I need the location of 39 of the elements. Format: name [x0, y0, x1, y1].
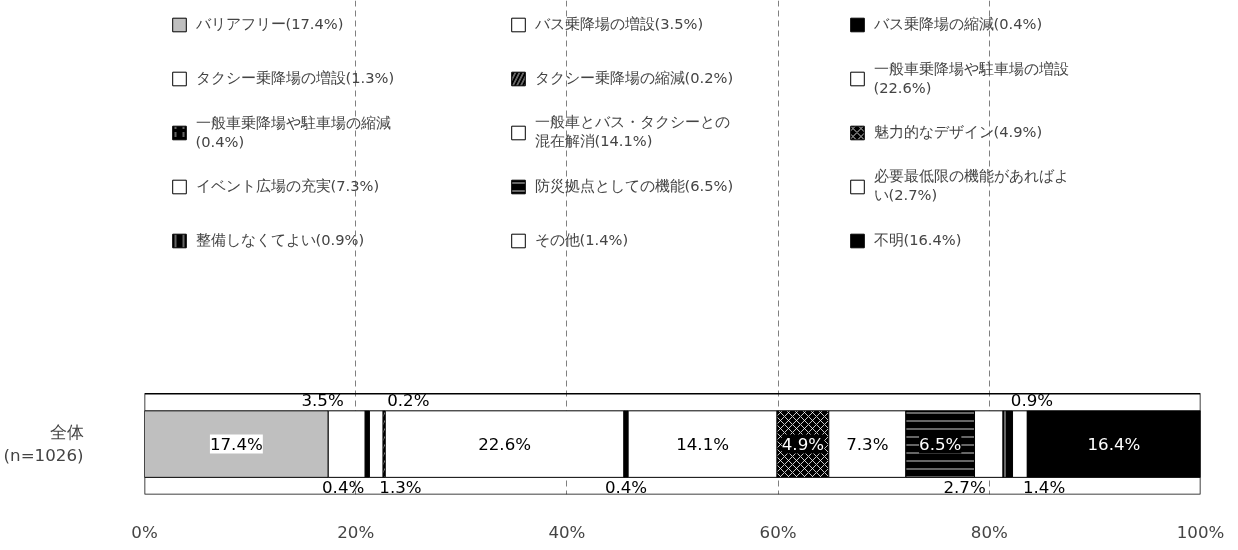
y-tick-label: 全体 (n=1026) [3, 423, 84, 465]
data-label: 1.3% [379, 478, 422, 498]
data-label: 7.3% [846, 434, 889, 454]
data-label: 0.9% [1010, 390, 1054, 410]
legend-label: タクシー乗降場の縮減(0.2%) [534, 67, 735, 88]
x-tick-label: 20% [337, 522, 375, 542]
legend-label: 必要最低限の機能があればよい(2.7%) [873, 166, 1070, 205]
data-label: 22.6% [478, 434, 532, 454]
x-tick-label: 60% [759, 522, 797, 542]
legend-label: 不明(16.4%) [873, 229, 963, 250]
x-tick-label: 40% [548, 522, 586, 542]
data-label: 3.5% [301, 390, 344, 410]
legend-label: 防災拠点としての機能(6.5%) [534, 175, 735, 196]
data-label: 0.2% [387, 390, 430, 410]
data-label: 1.4% [1022, 478, 1066, 498]
data-label: 2.7% [943, 478, 986, 498]
legend-label: 一般車乗降場や駐車場の増設(22.6%) [873, 59, 1070, 98]
data-label: 0.4% [322, 478, 365, 498]
data-label: 14.1% [676, 434, 730, 454]
x-tick-label: 100% [1176, 522, 1225, 542]
bar [368, 410, 384, 478]
data-label: 6.5% [919, 434, 962, 454]
data-label: 17.4% [209, 434, 263, 454]
x-tick-label: 80% [970, 522, 1008, 542]
legend-label: 整備しなくてよい(0.9%) [195, 229, 366, 250]
legend-label: 魅力的なデザイン(4.9%) [873, 121, 1044, 142]
legend-label: バス乗降場の縮減(0.4%) [873, 13, 1044, 34]
legend-label: 一般車乗降場や駐車場の縮減(0.4%) [195, 113, 392, 152]
legend-label: 一般車とバス・タクシーとの混在解消(14.1%) [534, 112, 731, 151]
legend-label: バリアフリー(17.4%) [195, 13, 345, 34]
legend-label: タクシー乗降場の増設(1.3%) [195, 67, 396, 88]
x-tick-label: 0% [131, 522, 158, 542]
data-label: 4.9% [781, 434, 825, 454]
data-label: 16.4% [1087, 434, 1141, 454]
legend-label: イベント広場の充実(7.3%) [195, 175, 381, 196]
legend-label: その他(1.4%) [534, 229, 630, 250]
data-label: 0.4% [604, 478, 648, 498]
legend-label: バス乗降場の増設(3.5%) [534, 13, 705, 34]
bar [384, 410, 625, 478]
